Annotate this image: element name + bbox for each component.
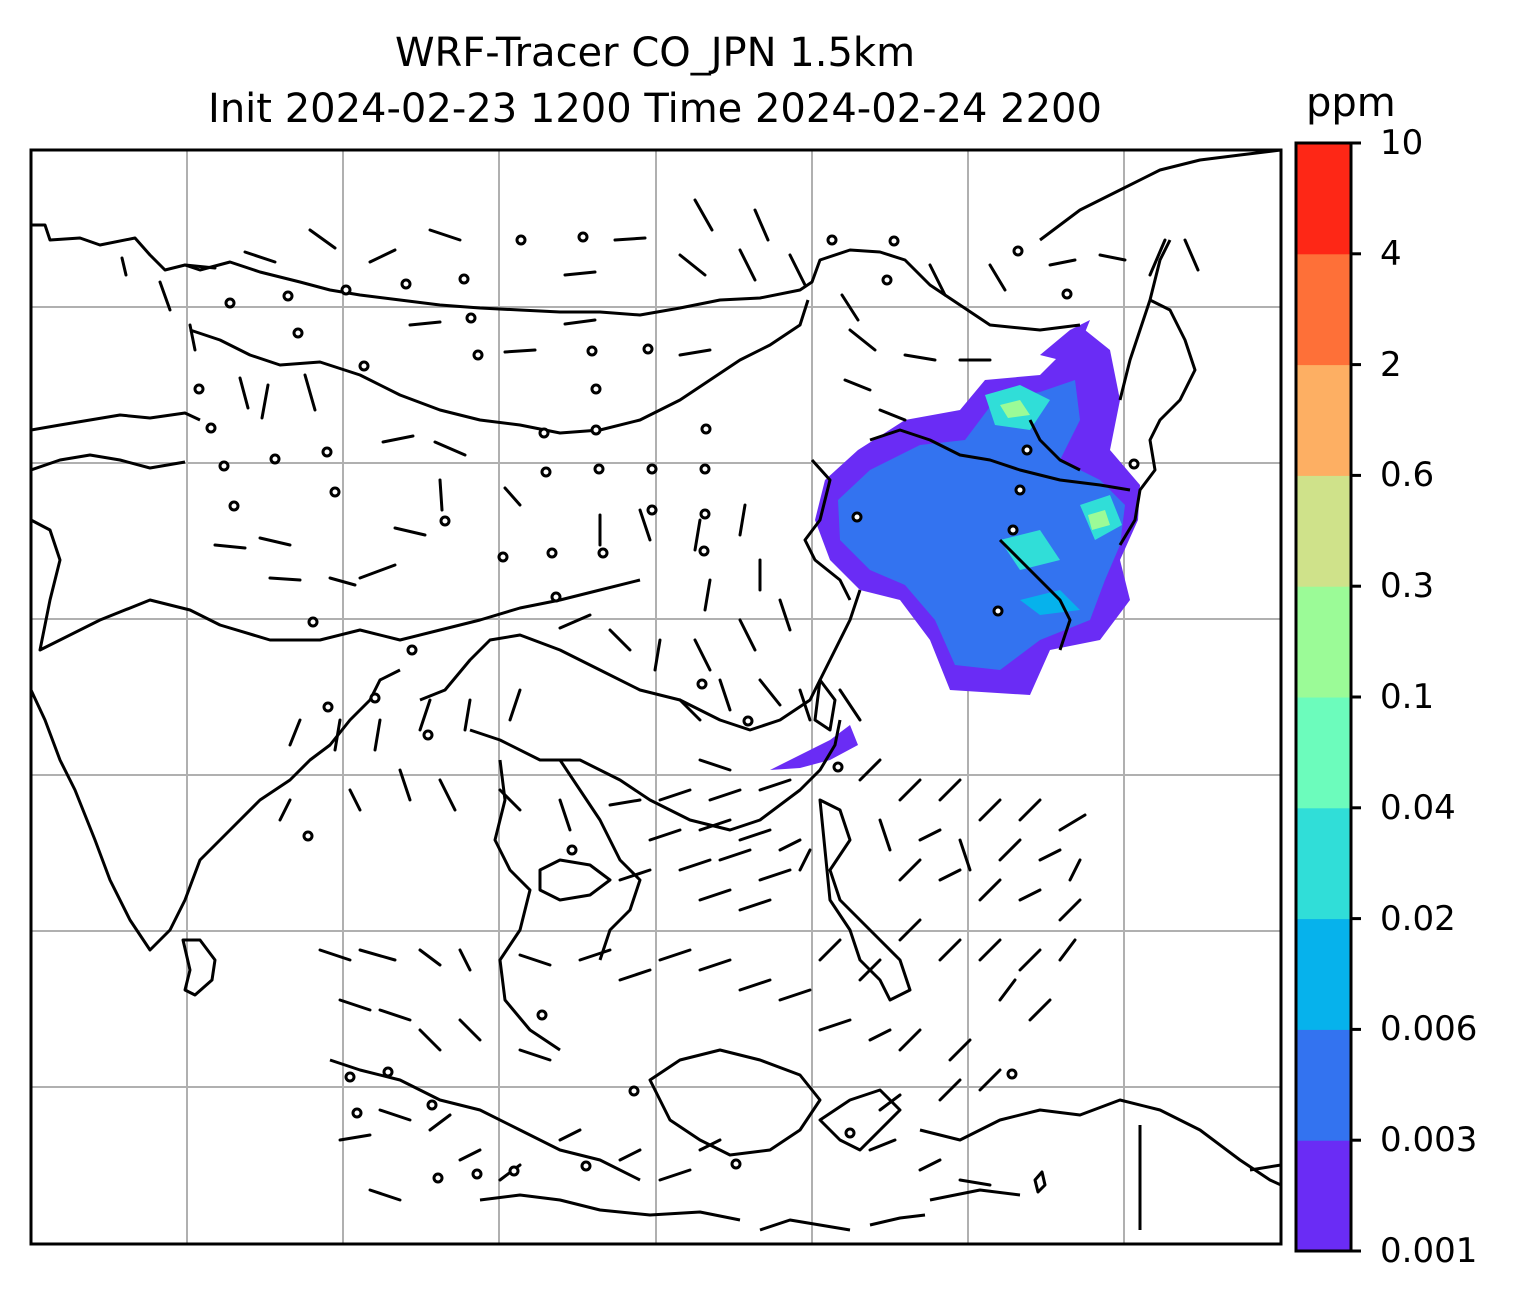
colorbar-segment bbox=[1296, 918, 1351, 1030]
colorbar-segment bbox=[1296, 807, 1351, 920]
colorbar-segment bbox=[1296, 364, 1351, 476]
colorbar-tick-label: 10 bbox=[1380, 123, 1424, 163]
colorbar-segment bbox=[1296, 586, 1351, 698]
colorbar-unit-label: ppm bbox=[1306, 80, 1396, 126]
colorbar-tick-label: 0.3 bbox=[1380, 566, 1435, 607]
map-title-line2: Init 2024-02-23 1200 Time 2024-02-24 220… bbox=[208, 86, 1102, 132]
colorbar-tick-label: 0.02 bbox=[1380, 898, 1456, 939]
colorbar-tick-label: 4 bbox=[1380, 233, 1402, 274]
colorbar-tick-label: 0.006 bbox=[1380, 1009, 1478, 1050]
co-plume bbox=[770, 320, 1140, 770]
colorbar-segment bbox=[1296, 1029, 1351, 1141]
colorbar-tick-label: 0.001 bbox=[1380, 1231, 1478, 1271]
colorbar-frame bbox=[1294, 141, 1353, 1253]
colorbar-segment bbox=[1296, 143, 1351, 255]
map-title-line1: WRF-Tracer CO_JPN 1.5km bbox=[394, 30, 916, 76]
colorbar bbox=[1296, 141, 1361, 1253]
wind-barbs bbox=[120, 198, 1200, 1202]
colorbar-tick-label: 0.6 bbox=[1380, 455, 1435, 496]
gridlines bbox=[31, 150, 1281, 1244]
colorbar-tick-label: 0.1 bbox=[1380, 677, 1435, 717]
map-frame bbox=[29, 148, 1283, 1246]
colorbar-tick-label: 2 bbox=[1380, 344, 1402, 385]
colorbar-tick-label: 0.003 bbox=[1380, 1120, 1478, 1161]
colorbar-segment bbox=[1296, 697, 1351, 809]
colorbar-tick-label: 0.04 bbox=[1380, 787, 1456, 828]
coastlines bbox=[31, 150, 1281, 1232]
colorbar-segment bbox=[1296, 1140, 1351, 1252]
colorbar-segment bbox=[1296, 253, 1351, 366]
calm-wind-circles bbox=[193, 231, 1140, 1184]
colorbar-segment bbox=[1296, 475, 1351, 587]
